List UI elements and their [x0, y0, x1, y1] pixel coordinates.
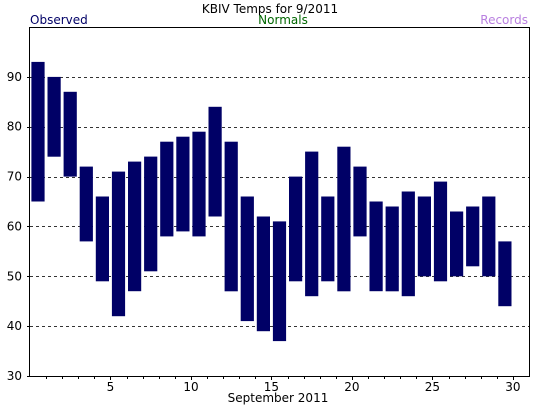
temp-bar — [353, 166, 367, 237]
y-tick-label: 90 — [7, 70, 22, 84]
y-tick-label: 40 — [7, 319, 22, 333]
temp-bar — [144, 156, 158, 272]
legend-records: Records — [480, 13, 528, 27]
legend-observed: Observed — [30, 13, 88, 27]
temp-bar — [192, 131, 206, 237]
x-axis-label: September 2011 — [228, 391, 329, 405]
temp-bar — [224, 141, 238, 292]
temp-bar — [498, 241, 512, 307]
x-tick-label: 5 — [107, 380, 115, 394]
temp-bar — [176, 136, 190, 232]
temp-bar — [95, 196, 109, 282]
bars — [31, 61, 512, 342]
temp-bar — [240, 196, 254, 322]
y-tick-label: 50 — [7, 269, 22, 283]
temp-bar — [401, 191, 415, 297]
y-axis-ticks: 30 40 50 60 70 80 90 — [7, 70, 30, 383]
x-tick-label: 25 — [425, 380, 440, 394]
x-tick-label: 20 — [344, 380, 359, 394]
temp-bar — [289, 176, 303, 282]
y-tick-label: 80 — [7, 120, 22, 134]
temp-bar — [417, 196, 431, 277]
temp-bar — [369, 201, 383, 292]
temp-bar — [272, 221, 287, 342]
plot-frame — [29, 27, 530, 377]
temp-bar — [321, 196, 335, 282]
temp-bar — [256, 216, 270, 332]
x-tick-label: 30 — [505, 380, 520, 394]
y-tick-label: 60 — [7, 219, 22, 233]
temp-bar — [160, 141, 174, 237]
temp-bar — [63, 91, 77, 177]
x-tick-label: 15 — [264, 380, 279, 394]
temp-bar — [128, 161, 142, 292]
temp-bar — [31, 61, 45, 202]
y-tick-label: 70 — [7, 170, 22, 184]
legend-normals: Normals — [258, 13, 308, 27]
temp-bar — [482, 196, 496, 277]
temp-bar — [208, 106, 222, 217]
temp-bar — [305, 151, 319, 297]
temp-bar — [47, 76, 61, 157]
temp-bar — [450, 211, 464, 277]
chart-title: KBIV Temps for 9/2011 — [202, 2, 338, 16]
x-tick-label: 10 — [183, 380, 198, 394]
y-tick-label: 30 — [7, 369, 22, 383]
temp-bar — [111, 171, 126, 317]
temp-bar — [337, 146, 351, 292]
temp-bar — [79, 166, 93, 242]
temp-bar — [385, 206, 399, 292]
temp-bar — [466, 206, 480, 267]
temp-bar — [433, 181, 448, 282]
